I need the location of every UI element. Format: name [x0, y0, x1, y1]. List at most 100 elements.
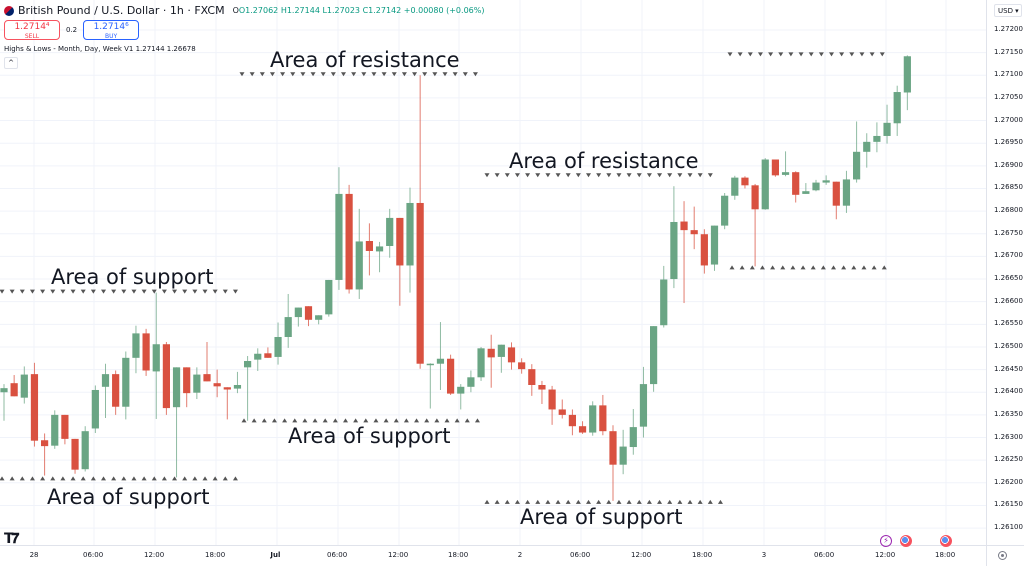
candle[interactable]: [670, 186, 678, 289]
candle[interactable]: [91, 385, 99, 433]
candle[interactable]: [690, 206, 698, 250]
candle[interactable]: [721, 193, 729, 230]
indicator-legend[interactable]: Highs & Lows - Month, Day, Week V1 1.271…: [4, 45, 196, 53]
candle[interactable]: [426, 363, 434, 409]
candle[interactable]: [751, 183, 759, 267]
sell-button[interactable]: 1.2714⁴ SELL: [4, 20, 60, 40]
symbol-title[interactable]: British Pound / U.S. Dollar · 1h · FXCM: [18, 4, 225, 17]
candle[interactable]: [244, 356, 252, 421]
candle[interactable]: [741, 176, 749, 189]
candle[interactable]: [538, 380, 546, 405]
candle[interactable]: [274, 322, 282, 365]
candle[interactable]: [802, 183, 810, 194]
candle[interactable]: [132, 325, 140, 374]
candle[interactable]: [213, 369, 221, 398]
candle[interactable]: [345, 184, 353, 294]
candle[interactable]: [771, 159, 779, 177]
candle[interactable]: [792, 171, 800, 203]
candle[interactable]: [101, 363, 110, 419]
candle[interactable]: [761, 158, 769, 210]
candle[interactable]: [30, 362, 39, 447]
candle[interactable]: [294, 307, 302, 327]
candle[interactable]: [568, 409, 576, 436]
collapse-legend-button[interactable]: ^: [4, 57, 18, 69]
candle[interactable]: [558, 399, 566, 419]
buy-button[interactable]: 1.2714⁶ BUY: [83, 20, 140, 40]
settings-gear-icon[interactable]: [998, 551, 1007, 560]
candle[interactable]: [335, 167, 343, 290]
candle[interactable]: [680, 201, 688, 304]
candle[interactable]: [233, 371, 242, 394]
candle[interactable]: [223, 387, 231, 420]
candle[interactable]: [639, 366, 648, 438]
candle[interactable]: [375, 241, 384, 273]
candle[interactable]: [304, 306, 313, 327]
candle[interactable]: [589, 401, 597, 436]
candle[interactable]: [822, 175, 830, 185]
candle[interactable]: [629, 408, 637, 455]
dividend-event-icon[interactable]: ⚡: [880, 535, 892, 547]
candle[interactable]: [436, 322, 445, 390]
candle[interactable]: [893, 85, 901, 136]
candle[interactable]: [548, 385, 556, 425]
candle[interactable]: [812, 179, 820, 192]
candle[interactable]: [81, 426, 89, 472]
candle[interactable]: [183, 367, 191, 408]
candle[interactable]: [162, 341, 170, 415]
candle[interactable]: [152, 292, 160, 419]
candle[interactable]: [315, 315, 323, 325]
candle[interactable]: [518, 358, 526, 374]
candle[interactable]: [365, 223, 373, 276]
candle[interactable]: [112, 370, 120, 415]
candle[interactable]: [203, 341, 211, 382]
candle[interactable]: [20, 366, 28, 404]
candle[interactable]: [386, 208, 394, 258]
candle[interactable]: [396, 217, 404, 306]
candle[interactable]: [172, 367, 181, 478]
candle[interactable]: [325, 279, 333, 317]
candle[interactable]: [193, 367, 201, 400]
candle[interactable]: [619, 429, 627, 475]
candle[interactable]: [122, 351, 130, 420]
candle[interactable]: [284, 293, 292, 348]
candle[interactable]: [51, 410, 59, 449]
currency-selector[interactable]: USD ▾: [994, 4, 1022, 17]
candle[interactable]: [41, 433, 49, 476]
candle[interactable]: [650, 326, 658, 392]
us-economic-event-icon[interactable]: [900, 535, 912, 547]
candle[interactable]: [853, 121, 861, 183]
candle[interactable]: [477, 346, 485, 381]
tradingview-logo[interactable]: T𝟕: [4, 531, 19, 547]
candle[interactable]: [710, 225, 719, 271]
candle[interactable]: [71, 438, 79, 474]
candle[interactable]: [578, 421, 587, 434]
candle[interactable]: [142, 328, 150, 376]
candle[interactable]: [528, 364, 536, 396]
candle[interactable]: [447, 354, 455, 395]
candle[interactable]: [873, 122, 881, 153]
candle[interactable]: [457, 384, 465, 410]
candle[interactable]: [254, 348, 262, 371]
candle[interactable]: [599, 394, 607, 436]
candle[interactable]: [842, 170, 851, 213]
candle[interactable]: [731, 175, 739, 200]
candle[interactable]: [660, 265, 668, 328]
candle[interactable]: [497, 344, 505, 373]
candle[interactable]: [832, 181, 840, 220]
candle[interactable]: [10, 375, 18, 397]
candle[interactable]: [61, 414, 69, 445]
candle[interactable]: [264, 347, 272, 358]
candle[interactable]: [0, 384, 8, 421]
candle[interactable]: [781, 151, 790, 177]
candle[interactable]: [863, 133, 871, 168]
candle[interactable]: [903, 55, 911, 111]
candle[interactable]: [609, 425, 617, 501]
candle[interactable]: [467, 370, 475, 393]
candle[interactable]: [700, 229, 708, 274]
us-economic-event-icon[interactable]: [940, 535, 952, 547]
candle[interactable]: [416, 75, 424, 369]
candle[interactable]: [507, 342, 516, 370]
candle[interactable]: [355, 208, 363, 299]
candle[interactable]: [487, 334, 495, 388]
